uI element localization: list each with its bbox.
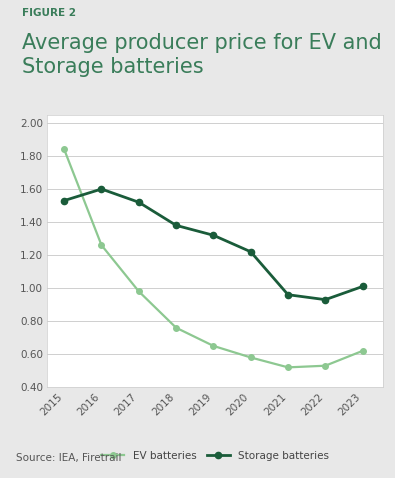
Legend: EV batteries, Storage batteries: EV batteries, Storage batteries: [97, 447, 333, 466]
Text: Source: IEA, Firetrail: Source: IEA, Firetrail: [16, 453, 121, 463]
Text: Average producer price for EV and
Storage batteries: Average producer price for EV and Storag…: [22, 33, 382, 77]
Text: FIGURE 2: FIGURE 2: [22, 8, 76, 18]
